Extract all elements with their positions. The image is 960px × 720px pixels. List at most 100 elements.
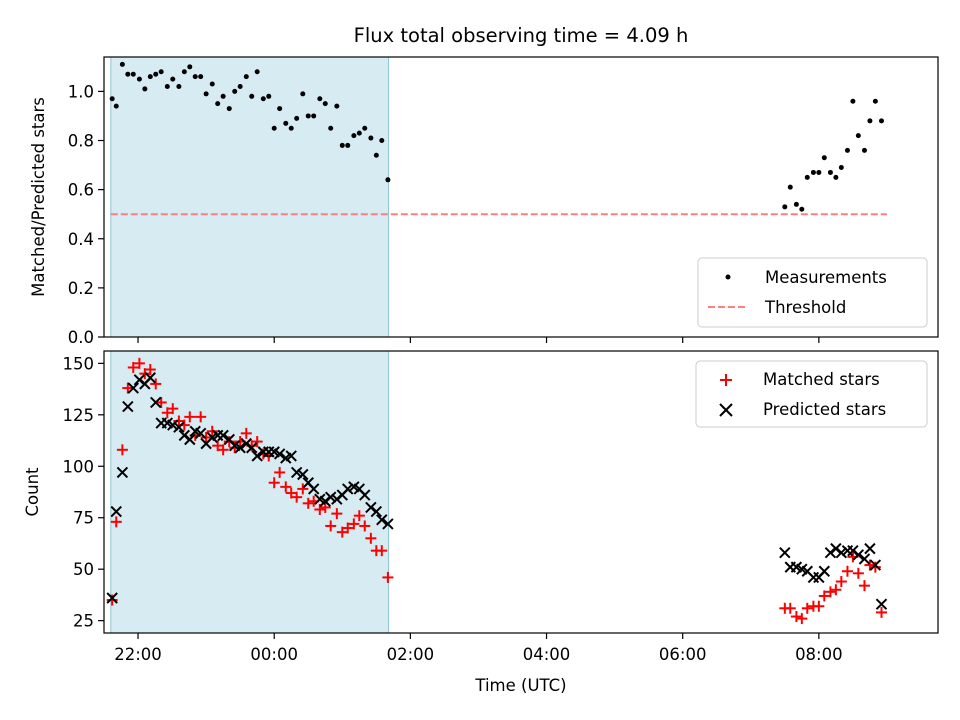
predicted-star-point bbox=[167, 419, 179, 431]
x-tick-label: 02:00 bbox=[387, 645, 435, 664]
matched-star-point bbox=[784, 602, 796, 614]
measurement-point bbox=[305, 113, 311, 119]
matched-star-point bbox=[382, 571, 394, 583]
top-y-tick-label: 0.4 bbox=[68, 230, 94, 249]
x-tick-label: 00:00 bbox=[250, 645, 298, 664]
measurement-point bbox=[192, 74, 198, 80]
matched-star-point bbox=[790, 611, 802, 623]
predicted-star-point bbox=[325, 491, 337, 503]
matched-star-point bbox=[365, 532, 377, 544]
predicted-star-point bbox=[150, 396, 162, 409]
measurement-point bbox=[385, 177, 391, 183]
matched-star-point bbox=[195, 411, 207, 423]
matched-star-point bbox=[353, 510, 365, 522]
measurement-point bbox=[810, 169, 816, 175]
matched-star-point bbox=[841, 565, 853, 577]
measurement-point bbox=[356, 130, 362, 136]
legend-matched-label: Matched stars bbox=[763, 370, 880, 389]
predicted-star-point bbox=[194, 427, 207, 440]
matched-star-point bbox=[858, 580, 870, 592]
predicted-star-point bbox=[852, 549, 865, 561]
bottom-y-tick-label: 125 bbox=[63, 406, 95, 425]
measurement-point bbox=[181, 69, 187, 75]
matched-star-point bbox=[274, 466, 286, 478]
measurement-point bbox=[351, 133, 357, 139]
matched-star-point bbox=[110, 516, 122, 528]
measurement-point bbox=[328, 125, 334, 131]
measurement-point bbox=[833, 174, 839, 180]
legend-predicted-label: Predicted stars bbox=[763, 400, 886, 419]
matched-star-point bbox=[184, 411, 196, 423]
matched-star-point bbox=[314, 503, 326, 515]
matched-star-point bbox=[302, 497, 314, 509]
measurement-point bbox=[362, 125, 368, 131]
predicted-star-point bbox=[251, 450, 263, 462]
measurement-point bbox=[158, 69, 164, 75]
measurement-point bbox=[368, 135, 374, 141]
matched-star-point bbox=[864, 559, 876, 571]
top-legend-box bbox=[697, 257, 928, 328]
measurement-point bbox=[294, 115, 300, 121]
measurement-point bbox=[176, 83, 182, 89]
legend-threshold-label: Threshold bbox=[764, 298, 846, 317]
x-tick-label: 22:00 bbox=[114, 645, 162, 664]
legend-matched-marker bbox=[720, 374, 732, 386]
matched-star-point bbox=[331, 508, 343, 520]
predicted-star-point bbox=[116, 466, 129, 479]
predicted-star-point bbox=[370, 505, 383, 518]
measurement-point bbox=[850, 98, 856, 104]
measurement-point bbox=[878, 118, 884, 124]
measurement-point bbox=[209, 81, 215, 87]
measurement-point bbox=[311, 113, 317, 119]
bottom-panel: 25 50 75 100 125 150 22:00 00:00 02:00 04:00 06:0… bbox=[23, 350, 939, 695]
matched-star-point bbox=[813, 600, 825, 612]
measurement-point bbox=[821, 155, 827, 161]
predicted-star-point bbox=[184, 433, 196, 446]
bottom-y-tick-label: 25 bbox=[73, 612, 94, 631]
measurement-point bbox=[787, 184, 793, 190]
top-y-tick-label: 0.0 bbox=[68, 328, 94, 347]
measurement-point bbox=[322, 101, 328, 107]
measurement-point bbox=[799, 206, 805, 212]
measurement-point bbox=[249, 93, 255, 99]
matched-star-point bbox=[830, 584, 842, 596]
matched-star-point bbox=[251, 436, 263, 448]
predicted-star-point bbox=[307, 483, 320, 495]
matched-star-point bbox=[801, 602, 813, 614]
measurement-point bbox=[300, 91, 306, 97]
measurement-point bbox=[170, 76, 176, 82]
measurement-point bbox=[872, 98, 878, 104]
matched-star-point bbox=[319, 501, 331, 513]
measurement-point bbox=[793, 201, 799, 207]
matched-star-point bbox=[835, 576, 847, 588]
measurement-point bbox=[345, 142, 351, 148]
measurement-point bbox=[232, 88, 238, 94]
measurement-point bbox=[827, 169, 833, 175]
predicted-star-point bbox=[173, 421, 185, 433]
measurement-point bbox=[867, 118, 873, 124]
measurement-point bbox=[339, 142, 345, 148]
measurement-point bbox=[226, 106, 232, 112]
matched-star-point bbox=[144, 364, 156, 376]
predicted-star-point bbox=[290, 466, 303, 479]
top-axes-frame bbox=[103, 56, 939, 338]
measurement-point bbox=[379, 138, 385, 144]
predicted-star-point bbox=[875, 598, 888, 610]
measurement-point bbox=[203, 91, 209, 97]
matched-star-point bbox=[342, 522, 354, 534]
measurement-point bbox=[198, 74, 204, 80]
measurement-point bbox=[373, 152, 379, 158]
measurement-point bbox=[125, 71, 131, 77]
top-panel: 0.0 0.2 0.4 0.6 0.8 1.0 Matched/Predicted sta… bbox=[29, 56, 939, 347]
observing-interval-shade-lower bbox=[110, 350, 390, 634]
matched-star-point bbox=[280, 481, 292, 493]
bottom-y-tick-label: 75 bbox=[73, 509, 94, 528]
matched-star-point bbox=[133, 357, 145, 369]
top-y-tick-label: 0.6 bbox=[68, 181, 94, 200]
measurement-point bbox=[804, 174, 810, 180]
predicted-star-point bbox=[273, 448, 286, 460]
bottom-y-tick-label: 100 bbox=[63, 457, 95, 476]
measurement-point bbox=[782, 204, 788, 210]
matched-star-point bbox=[376, 545, 388, 557]
matched-star-point bbox=[359, 520, 371, 532]
